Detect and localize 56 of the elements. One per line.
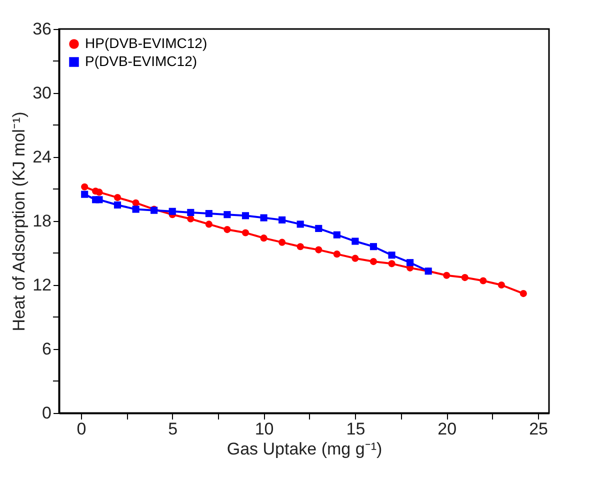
point	[370, 243, 378, 250]
point	[205, 210, 212, 218]
point	[278, 238, 286, 246]
point	[114, 194, 122, 202]
point	[168, 208, 176, 215]
x-tick-label: 5	[168, 420, 178, 438]
y-tick-label: 30	[32, 84, 52, 102]
x-tick-label: 0	[76, 420, 86, 438]
point	[315, 246, 322, 254]
point	[520, 290, 527, 298]
point	[132, 206, 140, 213]
point	[260, 214, 268, 222]
point	[480, 277, 487, 284]
point	[187, 208, 194, 216]
x-axis-title: Gas Uptake (mg g⁻¹)	[226, 440, 382, 458]
point	[388, 260, 396, 268]
point	[96, 188, 103, 196]
point	[114, 201, 122, 209]
y-tick-label: 6	[42, 340, 52, 358]
point	[388, 252, 396, 259]
point	[81, 183, 88, 190]
x-tick-label: 20	[438, 420, 457, 438]
point	[315, 224, 322, 232]
y-tick-label: 12	[32, 276, 52, 294]
legend-label: HP(DVB-EVIMC12)	[85, 35, 208, 51]
point	[443, 272, 450, 279]
x-tick-label: 15	[346, 420, 366, 438]
point	[224, 211, 231, 218]
point	[406, 259, 414, 266]
point	[498, 281, 505, 289]
point	[352, 254, 359, 262]
point	[260, 234, 268, 242]
y-axis-title: Heat of Adsorption (KJ mol⁻¹)	[10, 112, 29, 332]
point	[333, 250, 340, 258]
point	[81, 190, 88, 198]
point	[242, 229, 250, 236]
point	[333, 231, 340, 238]
x-tick-label: 25	[529, 420, 548, 438]
point	[205, 220, 212, 228]
point	[132, 199, 140, 206]
y-tick-label: 36	[32, 20, 52, 38]
legend-label: P(DVB-EVIMC12)	[85, 53, 198, 69]
point	[242, 212, 250, 220]
point	[461, 274, 468, 282]
point	[296, 220, 304, 228]
point	[187, 215, 194, 222]
x-tick-label: 10	[254, 420, 274, 438]
point	[96, 196, 103, 204]
y-tick-label: 24	[32, 148, 52, 166]
y-tick-label: 18	[32, 212, 52, 230]
y-tick-label: 0	[42, 404, 52, 422]
point	[352, 238, 359, 245]
point	[370, 258, 378, 266]
point	[296, 243, 304, 250]
point	[278, 216, 286, 224]
point	[224, 226, 231, 234]
